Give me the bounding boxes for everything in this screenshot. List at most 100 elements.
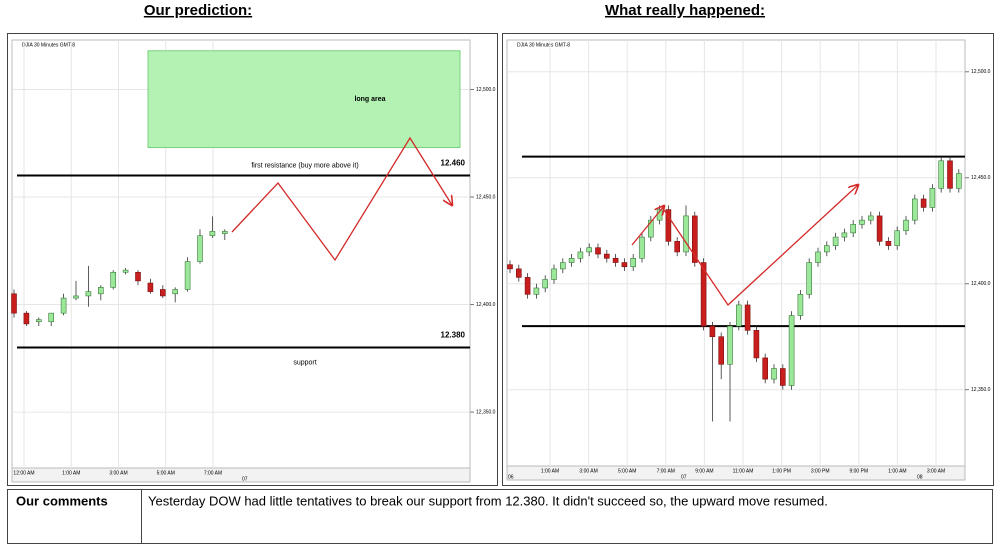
candle-body (788, 315, 795, 386)
candle-body (718, 336, 725, 365)
candle-body (859, 219, 865, 225)
x-tick-label: 3:00 PM (811, 468, 830, 474)
candle-body (850, 224, 857, 234)
candle-body (110, 271, 116, 288)
candle-body (85, 291, 92, 297)
candle-body (876, 215, 883, 242)
candle-body (568, 257, 575, 263)
candle-body (586, 247, 593, 253)
candle-body (542, 279, 549, 289)
long-area-label: long area (354, 96, 385, 103)
candle-body (612, 257, 619, 263)
long-area (147, 50, 461, 149)
candle-body (524, 277, 531, 295)
y-tick-label: 12,350.0 (971, 387, 991, 393)
candle-body (955, 173, 962, 189)
candle-body (222, 231, 228, 234)
candle-body (903, 219, 909, 232)
candle-body (647, 219, 654, 238)
candle-body (832, 236, 839, 246)
candle-body (559, 262, 566, 270)
candle-body (603, 253, 610, 259)
candle-body (727, 325, 733, 365)
candle-body (885, 241, 892, 246)
chart-title: DJIA 30 Minutes GMT-8 (22, 42, 75, 48)
candle-body (797, 294, 804, 316)
candle-body (691, 215, 698, 263)
comments-table (7, 489, 993, 544)
date-label: 08 (917, 474, 923, 480)
candle-body (621, 262, 628, 268)
x-tick-label: 1:00 AM (62, 470, 80, 476)
candle-body (753, 330, 760, 359)
date-label: 07 (681, 474, 687, 480)
candle-body (920, 198, 927, 208)
chart: DJIA 30 Minutes GMT-8 12:00 AM 1:00 AM 3:00… (11, 39, 496, 483)
move-arrow (631, 206, 664, 246)
candle-body (73, 295, 79, 299)
candle-body (48, 312, 55, 323)
x-tick-label: 1:00 AM (541, 468, 559, 474)
comments-text: Yesterday DOW had little tentatives to b… (148, 493, 828, 508)
candle-body (595, 247, 601, 255)
x-tick-label: 12:00 AM (13, 470, 34, 476)
y-tick-label: 12,350.0 (476, 409, 496, 415)
candle-body (938, 160, 945, 189)
candle-body (735, 304, 742, 327)
candle-body (630, 257, 637, 268)
chart: DJIA 30 Minutes GMT-8 1:00 AM 3:00 AM 5:00 … (506, 39, 991, 481)
y-tick-label: 12,450.0 (476, 194, 496, 200)
x-tick-label: 7:00 AM (657, 468, 675, 474)
candle-body (674, 241, 681, 253)
candle-body (929, 188, 936, 208)
candle-body (867, 215, 874, 221)
candle-body (894, 230, 901, 246)
candle-body (23, 312, 30, 325)
candle-body (911, 198, 918, 221)
heading: What really happened: (605, 2, 765, 19)
candle-body (172, 289, 178, 295)
candle-body (700, 262, 707, 327)
level-note: support (293, 359, 316, 366)
candle-body (639, 236, 645, 259)
level-label: 12.380 (441, 331, 466, 340)
comments-label: Our comments (16, 493, 108, 508)
x-tick-label: 3:00 AM (579, 468, 597, 474)
candle-body (160, 289, 166, 297)
candle-body (762, 357, 769, 380)
x-tick-label: 9:00 PM (849, 468, 868, 474)
candle-body (507, 264, 513, 270)
heading: Our prediction: (144, 2, 252, 19)
candle-body (771, 368, 777, 380)
date-label: 07 (242, 476, 248, 482)
y-tick-label: 12,400.0 (476, 302, 496, 308)
candle-body (779, 368, 786, 386)
x-tick-label: 1:00 AM (888, 468, 906, 474)
candle-body (683, 215, 689, 253)
level-label: 12.460 (441, 159, 466, 168)
y-tick-label: 12,400.0 (971, 281, 991, 287)
candle-body (11, 293, 17, 314)
candle-body (60, 297, 67, 314)
x-tick-label: 11:00 AM (733, 468, 754, 474)
x-axis-band (11, 467, 471, 483)
candle-body (823, 245, 830, 253)
x-tick-label: 1:00 PM (772, 468, 791, 474)
candle-body (147, 282, 154, 292)
candle-body (135, 271, 141, 282)
candle-body (709, 325, 716, 338)
candle-body (98, 287, 104, 295)
x-tick-label: 3:00 AM (109, 470, 127, 476)
move-arrow (661, 185, 858, 306)
candle-body (209, 231, 216, 237)
candle-body (806, 262, 813, 295)
candle-body (665, 209, 672, 242)
x-axis-band (506, 465, 966, 481)
x-tick-label: 5:00 AM (618, 468, 636, 474)
candle-body (551, 268, 557, 280)
candle-body (184, 261, 191, 290)
x-tick-label: 7:00 AM (204, 470, 222, 476)
candle-body (744, 304, 751, 331)
y-tick-label: 12,500.0 (971, 69, 991, 75)
